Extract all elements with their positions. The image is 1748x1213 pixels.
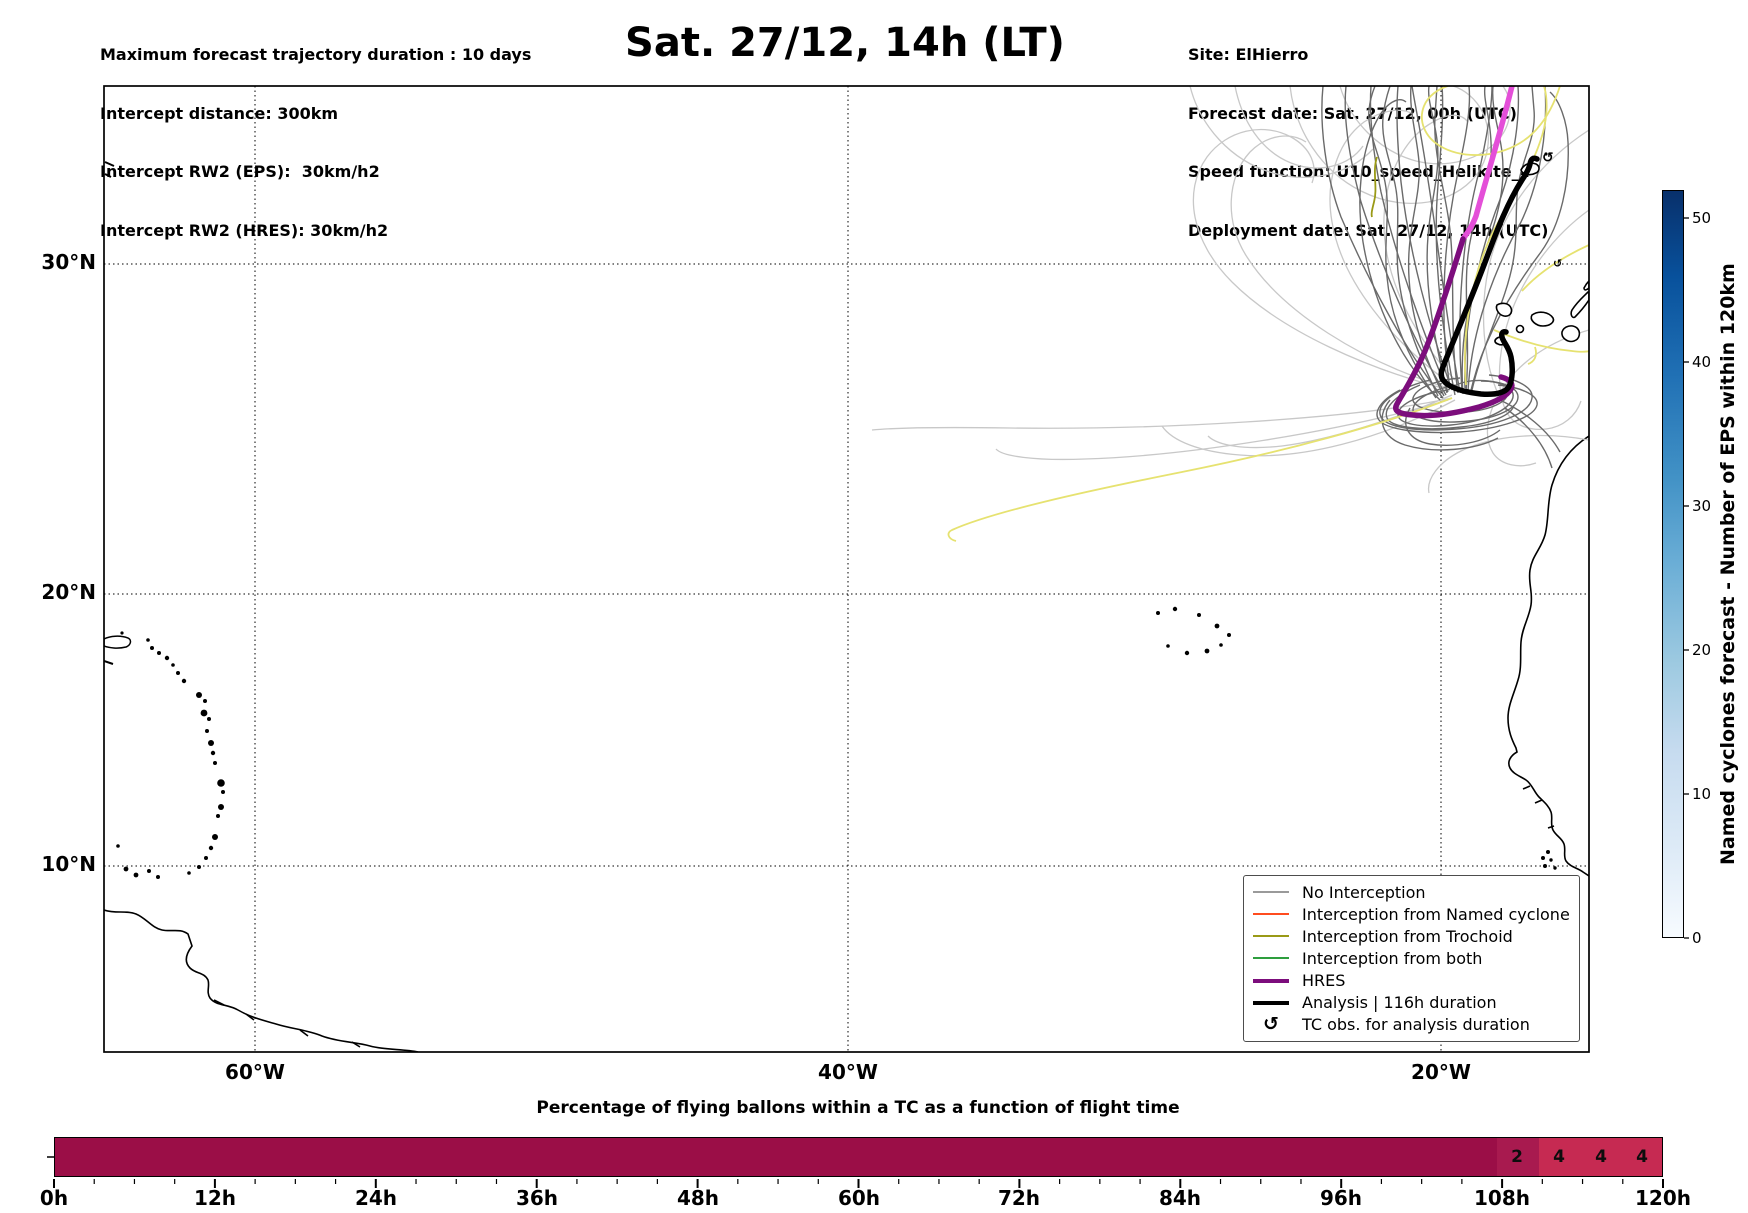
- flight-time-tick-108h: 108h: [1474, 1186, 1530, 1210]
- legend-row-hres: HRES: [1253, 970, 1570, 991]
- lat-label-30n: 30°N: [41, 250, 96, 274]
- antilles-arc: [116, 631, 225, 879]
- tc-obs-icon: ↺: [1542, 150, 1554, 166]
- flight-time-tick-96h: 96h: [1319, 1186, 1363, 1210]
- balloon-bar-segment-4pct: [1539, 1138, 1662, 1176]
- south-america-coastline: [104, 909, 419, 1052]
- max-duration-text: Maximum forecast trajectory duration : 1…: [100, 45, 532, 64]
- tc-obs-icon: ↺: [1263, 1013, 1279, 1036]
- figure-title: Sat. 27/12, 14h (LT): [625, 20, 1065, 66]
- africa-coastline: [1507, 435, 1589, 877]
- guinea-islands: [1541, 850, 1557, 870]
- lon-label-20w: 20°W: [1411, 1060, 1471, 1084]
- cape-verde-islands: [1156, 606, 1231, 656]
- legend-row-analysis: Analysis | 116h duration: [1253, 992, 1570, 1013]
- flight-time-tick-0h: 0h: [39, 1186, 69, 1210]
- gray-line-swatch: [1253, 891, 1289, 894]
- colorbar-tick-0: 0: [1692, 929, 1702, 947]
- colorbar-tick-50: 50: [1692, 209, 1712, 227]
- colorbar-tick-30: 30: [1692, 497, 1712, 515]
- flight-time-tick-84h: 84h: [1158, 1186, 1202, 1210]
- legend-label: Interception from Trochoid: [1302, 926, 1513, 946]
- map-legend: No Interception Interception from Named …: [1243, 875, 1580, 1042]
- legend-label: HRES: [1302, 971, 1346, 991]
- balloon-bar-ticks: [53, 1179, 1664, 1188]
- analysis-track: [1438, 155, 1540, 397]
- flight-time-tick-12h: 12h: [193, 1186, 237, 1210]
- lon-label-40w: 40°W: [818, 1060, 878, 1084]
- canary-islands: [1494, 152, 1589, 346]
- hres-track-purple: [1393, 236, 1515, 419]
- olive-line-swatch: [1253, 935, 1289, 938]
- balloon-bar-segment-2pct: [1497, 1138, 1539, 1176]
- segment-value: 4: [1553, 1147, 1565, 1167]
- colorbar: [1662, 190, 1684, 938]
- intercept-rw2-eps-text: Intercept RW2 (EPS): 30km/h2: [100, 162, 380, 181]
- colorbar-tick-10: 10: [1692, 785, 1712, 803]
- black-line-swatch: [1253, 1000, 1289, 1005]
- legend-label: Analysis | 116h duration: [1302, 993, 1497, 1013]
- tc-obs-icon: ↺: [1553, 257, 1562, 270]
- eps-trajectories-light: [871, 86, 1589, 494]
- legend-row-named-cyclone: Interception from Named cyclone: [1253, 904, 1570, 925]
- green-line-swatch: [1253, 957, 1289, 960]
- map-gridlines: [104, 86, 1589, 1052]
- hres-track-magenta: [1460, 86, 1515, 242]
- eps-trajectories-dark: [1321, 86, 1569, 469]
- map-frame: [103, 85, 1590, 1053]
- flight-time-tick-60h: 60h: [837, 1186, 881, 1210]
- legend-row-tc-obs: ↺ TC obs. for analysis duration: [1253, 1014, 1570, 1035]
- balloon-bar: [54, 1137, 1663, 1177]
- colorbar-ticks: [1684, 217, 1689, 939]
- legend-row-both: Interception from both: [1253, 948, 1570, 969]
- legend-row-trochoid: Interception from Trochoid: [1253, 926, 1570, 947]
- colorbar-tick-20: 20: [1692, 641, 1712, 659]
- flight-time-tick-120h: 120h: [1635, 1186, 1691, 1210]
- orange-line-swatch: [1253, 913, 1289, 916]
- flight-time-tick-24h: 24h: [354, 1186, 398, 1210]
- colorbar-title: Named cyclones forecast - Number of EPS …: [1717, 263, 1739, 865]
- hres-track: [1393, 86, 1515, 419]
- lat-label-20n: 20°N: [41, 580, 96, 604]
- flight-time-tick-72h: 72h: [997, 1186, 1041, 1210]
- flight-time-tick-48h: 48h: [676, 1186, 720, 1210]
- legend-row-no-interception: No Interception: [1253, 882, 1570, 903]
- segment-value: 4: [1636, 1147, 1648, 1167]
- legend-label: Interception from both: [1302, 948, 1483, 968]
- intercept-rw2-hres-text: Intercept RW2 (HRES): 30km/h2: [100, 220, 389, 240]
- intercept-distance-text: Intercept distance: 300km: [100, 103, 339, 123]
- header-left: Maximum forecast trajectory duration : 1…: [100, 6, 531, 279]
- legend-label: TC obs. for analysis duration: [1302, 1015, 1530, 1035]
- segment-value: 4: [1595, 1147, 1607, 1167]
- caribbean-islands: [104, 161, 225, 879]
- balloon-bar-title: Percentage of flying ballons within a TC…: [536, 1098, 1180, 1118]
- site-text: Site: ElHierro: [1188, 45, 1309, 64]
- legend-label: No Interception: [1302, 882, 1426, 902]
- lon-label-60w: 60°W: [225, 1060, 285, 1084]
- flight-time-tick-36h: 36h: [515, 1186, 559, 1210]
- colorbar-tick-40: 40: [1692, 353, 1712, 371]
- trochoid-trajectory: [1370, 156, 1378, 218]
- segment-value: 2: [1511, 1147, 1523, 1167]
- legend-label: Interception from Named cyclone: [1302, 904, 1570, 924]
- purple-line-swatch: [1253, 978, 1289, 983]
- lat-label-10n: 10°N: [41, 852, 96, 876]
